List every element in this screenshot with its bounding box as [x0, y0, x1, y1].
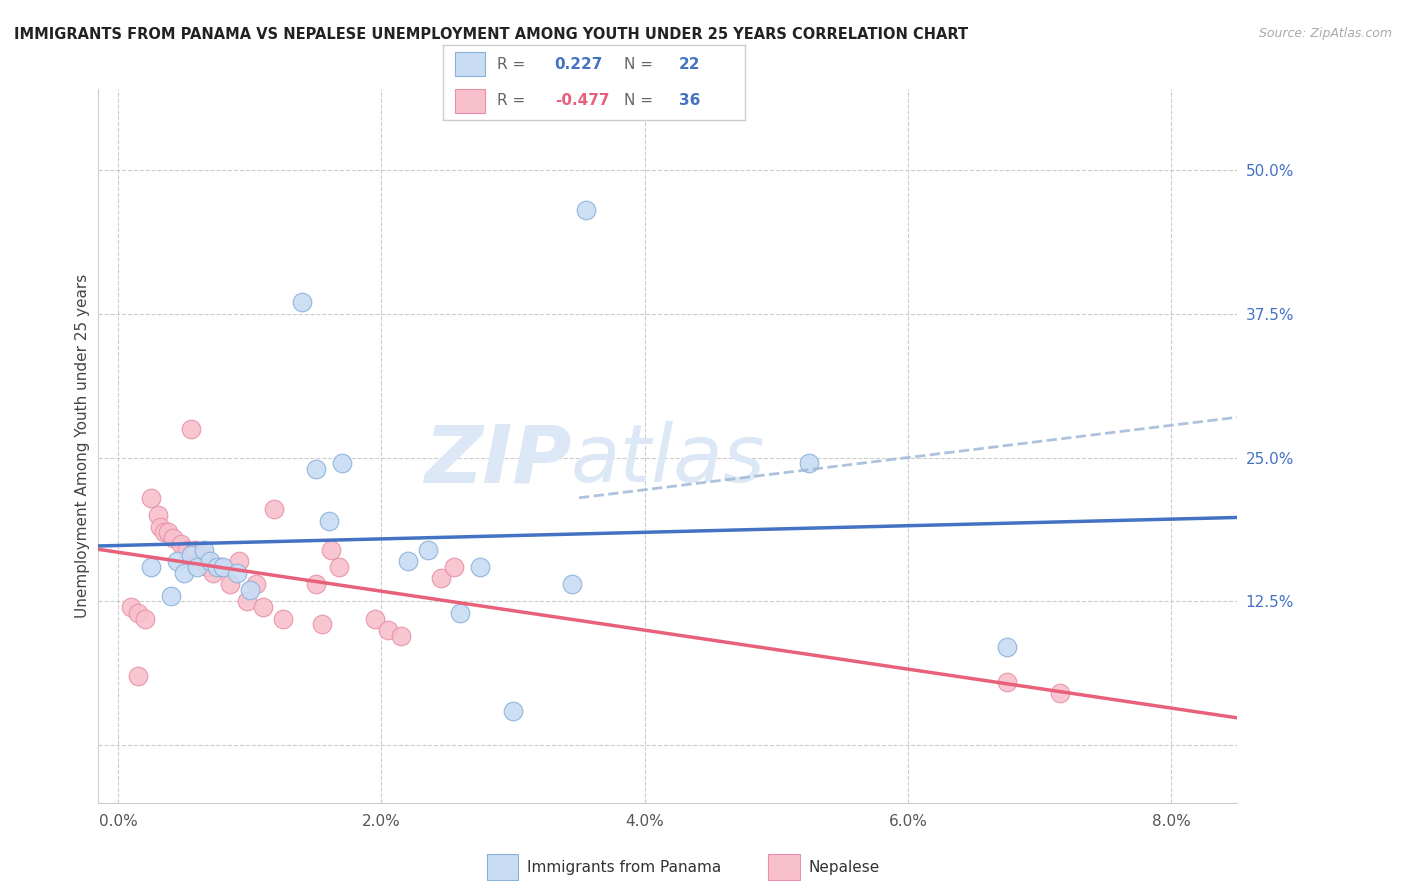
Point	[146, 508, 169, 522]
Text: 22: 22	[679, 57, 700, 72]
Point	[209, 559, 232, 574]
Text: Immigrants from Panama: Immigrants from Panama	[527, 860, 721, 874]
Point	[328, 559, 350, 574]
Point	[139, 559, 162, 574]
Text: R =: R =	[498, 93, 526, 108]
Point	[139, 491, 162, 505]
Text: atlas: atlas	[571, 421, 766, 500]
Point	[263, 502, 285, 516]
Point	[321, 542, 343, 557]
Point	[197, 559, 219, 574]
Point	[166, 554, 188, 568]
Point	[252, 600, 274, 615]
Point	[239, 582, 262, 597]
Point	[134, 612, 156, 626]
Point	[443, 559, 465, 574]
Point	[1049, 686, 1071, 700]
Point	[193, 542, 215, 557]
Text: 0.227: 0.227	[555, 57, 603, 72]
Point	[330, 456, 353, 470]
Point	[305, 577, 328, 591]
Point	[995, 640, 1018, 655]
Point	[153, 525, 176, 540]
Point	[170, 537, 193, 551]
Point	[205, 559, 228, 574]
Text: -0.477: -0.477	[555, 93, 609, 108]
Point	[219, 577, 242, 591]
Point	[245, 577, 267, 591]
Point	[127, 606, 149, 620]
Point	[574, 202, 596, 217]
Point	[193, 549, 215, 563]
Point	[502, 704, 524, 718]
Text: N =: N =	[624, 93, 654, 108]
Point	[305, 462, 328, 476]
Text: 36: 36	[679, 93, 700, 108]
Point	[429, 571, 451, 585]
Point	[561, 577, 583, 591]
Point	[291, 295, 314, 310]
Point	[212, 559, 235, 574]
Point	[157, 525, 180, 540]
Bar	[456, 52, 485, 77]
Point	[149, 519, 172, 533]
Point	[318, 514, 340, 528]
Point	[120, 600, 142, 615]
Text: N =: N =	[624, 57, 654, 72]
Point	[176, 542, 198, 557]
Point	[201, 566, 224, 580]
Point	[271, 612, 294, 626]
Point	[396, 554, 419, 568]
Point	[470, 559, 492, 574]
Point	[377, 623, 399, 637]
Point	[389, 629, 412, 643]
Point	[416, 542, 439, 557]
Point	[364, 612, 387, 626]
Text: Source: ZipAtlas.com: Source: ZipAtlas.com	[1258, 27, 1392, 40]
Text: IMMIGRANTS FROM PANAMA VS NEPALESE UNEMPLOYMENT AMONG YOUTH UNDER 25 YEARS CORRE: IMMIGRANTS FROM PANAMA VS NEPALESE UNEMP…	[14, 27, 969, 42]
Point	[162, 531, 184, 545]
Point	[236, 594, 259, 608]
Point	[799, 456, 821, 470]
Point	[180, 549, 202, 563]
Point	[188, 554, 211, 568]
Point	[160, 589, 183, 603]
Point	[225, 566, 247, 580]
Point	[450, 606, 472, 620]
Point	[186, 559, 208, 574]
Point	[180, 422, 202, 436]
Point	[995, 675, 1018, 690]
Point	[200, 554, 222, 568]
Point	[173, 566, 195, 580]
Text: Nepalese: Nepalese	[808, 860, 880, 874]
Point	[311, 617, 333, 632]
Text: R =: R =	[498, 57, 526, 72]
Point	[127, 669, 149, 683]
Y-axis label: Unemployment Among Youth under 25 years: Unemployment Among Youth under 25 years	[75, 274, 90, 618]
Bar	[456, 88, 485, 112]
Point	[228, 554, 250, 568]
Point	[183, 542, 205, 557]
Text: ZIP: ZIP	[423, 421, 571, 500]
